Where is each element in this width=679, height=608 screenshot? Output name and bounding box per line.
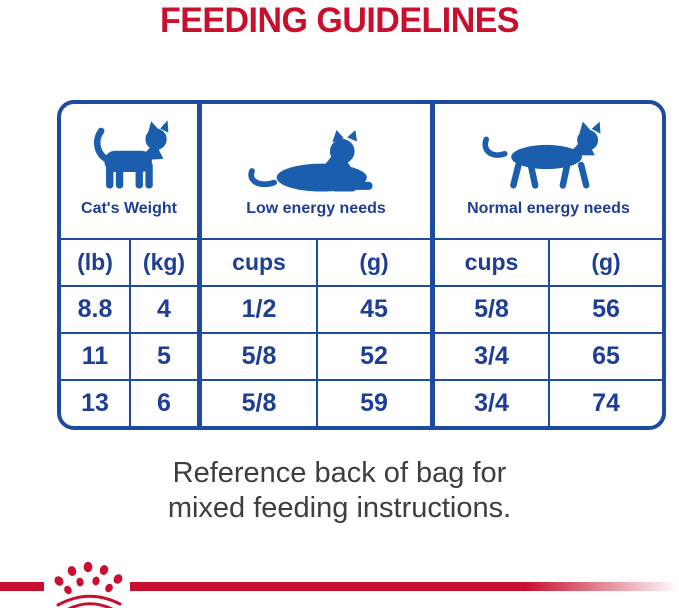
- page-title: FEEDING GUIDELINES: [159, 1, 520, 40]
- table-cell: 59: [318, 381, 435, 426]
- table-cell: 5: [131, 334, 202, 381]
- table-cell: 56: [550, 287, 662, 334]
- table-cell: 8.8: [61, 287, 131, 334]
- section-label: Normal energy needs: [467, 200, 630, 217]
- header-normal-energy: Normal energy needs: [435, 104, 662, 240]
- mixed-feeding-note: Reference back of bag for mixed feeding …: [25, 456, 654, 526]
- feeding-table: Cat's Weight Low energy needs: [57, 100, 666, 430]
- table-cell: 6: [131, 381, 202, 426]
- column-header-g-low: (g): [318, 240, 435, 287]
- footer-red-band-left: [0, 582, 44, 591]
- table-cell: 5/8: [202, 381, 318, 426]
- table-cell: 11: [61, 334, 131, 381]
- table-cell: 1/2: [202, 287, 318, 334]
- lying-cat-icon: [246, 130, 386, 194]
- table-cell: 52: [318, 334, 435, 381]
- table-cell: 3/4: [435, 334, 550, 381]
- note-line-1: Reference back of bag for: [172, 457, 507, 489]
- table-cell: 74: [592, 389, 620, 417]
- header-cats-weight: Cat's Weight: [61, 104, 202, 240]
- standing-cat-icon: [88, 114, 170, 194]
- column-header-g-normal: (g): [550, 240, 662, 287]
- footer-red-band-right: [130, 582, 679, 591]
- header-low-energy: Low energy needs: [202, 104, 435, 240]
- column-header-cups-low: cups: [202, 240, 318, 287]
- note-line-2: mixed feeding instructions.: [167, 492, 512, 524]
- table-cell: 4: [131, 287, 202, 334]
- table-cell: 5/8: [435, 287, 550, 334]
- royal-canin-crown-icon: [50, 560, 130, 608]
- section-label: Cat's Weight: [81, 200, 177, 217]
- table-cell: 65: [550, 334, 662, 381]
- section-label: Low energy needs: [246, 200, 386, 217]
- column-header-lb: (lb): [61, 240, 131, 287]
- table-cell: 5/8: [202, 334, 318, 381]
- table-cell: 3/4: [435, 381, 550, 426]
- table-cell: 45: [318, 287, 435, 334]
- table-cell: 13: [61, 381, 131, 426]
- column-header-cups-normal: cups: [435, 240, 550, 287]
- walking-cat-icon: [478, 120, 620, 194]
- column-header-kg: (kg): [131, 240, 202, 287]
